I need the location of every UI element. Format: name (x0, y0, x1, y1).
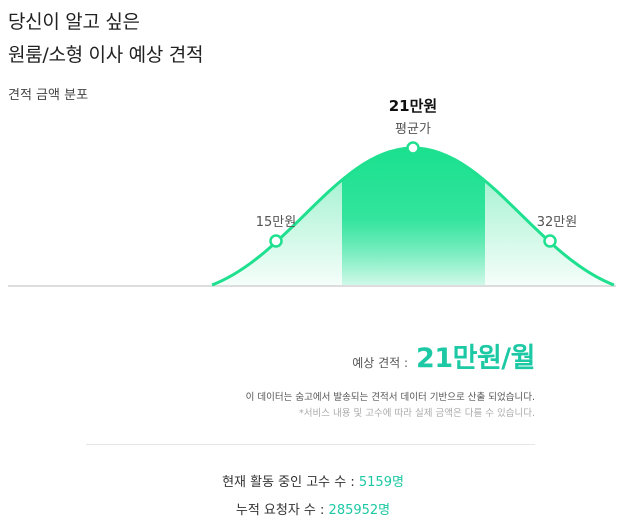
point-low (269, 234, 283, 248)
title-line-1: 당신이 알고 싶은 (8, 11, 140, 33)
point-average (406, 141, 420, 155)
estimate-label: 예상 견적 : (352, 356, 409, 370)
estimate-value: 21만원/월 (416, 343, 535, 374)
disclaimer-note: *서비스 내용 및 고수에 따라 실제 금액은 다를 수 있습니다. (299, 408, 535, 419)
low-price-label: 15만원 (256, 215, 296, 230)
average-caption: 평균가 (395, 122, 431, 137)
data-source-note: 이 데이터는 숨고에서 발송되는 견적서 데이터 기반으로 산출 되었습니다. (245, 392, 535, 403)
total-requests-label: 누적 요청자 수 : (235, 503, 325, 518)
total-requests-stat: 누적 요청자 수 : 285952명 (0, 499, 626, 518)
divider (86, 444, 535, 445)
high-price-label: 32만원 (537, 215, 577, 230)
average-value-label: 21만원 (389, 97, 437, 115)
active-pros-label: 현재 활동 중인 고수 수 : (222, 475, 355, 490)
estimate-row: 예상 견적 : 21만원/월 (352, 336, 535, 375)
total-requests-value: 285952명 (328, 503, 391, 518)
distribution-label: 견적 금액 분포 (8, 88, 89, 103)
title-line-2: 원룸/소형 이사 예상 견적 (8, 44, 204, 66)
average-range-band (342, 148, 485, 285)
point-high (543, 234, 557, 248)
active-pros-stat: 현재 활동 중인 고수 수 : 5159명 (0, 471, 626, 490)
price-distribution-chart: 21만원 평균가 15만원 32만원 (8, 97, 616, 287)
active-pros-value: 5159명 (358, 475, 404, 490)
page-title: 당신이 알고 싶은 원룸/소형 이사 예상 견적 (8, 6, 203, 72)
